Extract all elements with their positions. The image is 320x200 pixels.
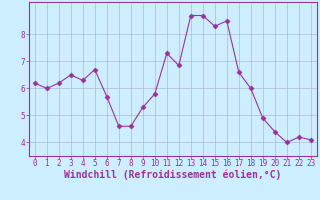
X-axis label: Windchill (Refroidissement éolien,°C): Windchill (Refroidissement éolien,°C) [64,170,282,180]
